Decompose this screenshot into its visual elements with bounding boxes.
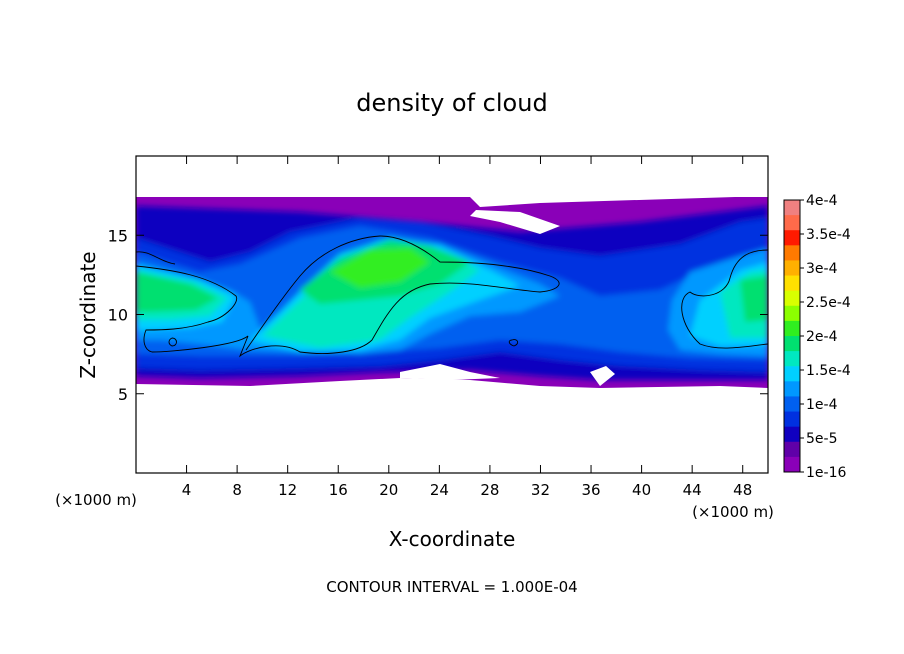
cloud-layer-green — [136, 240, 768, 322]
x-tick-label: 36 — [581, 481, 600, 499]
x-tick-label: 8 — [232, 481, 242, 499]
colorbar-label: 4e-4 — [806, 193, 838, 209]
colorbar-swatch — [784, 441, 800, 458]
x-axis-ticks: 4 8 12 16 20 24 28 32 36 40 44 48 — [182, 156, 752, 499]
colorbar-swatch — [784, 260, 800, 277]
colorbar-swatch — [784, 245, 800, 261]
colorbar-swatch — [784, 351, 800, 367]
colorbar-swatch — [784, 381, 800, 397]
clear-hole-3 — [590, 366, 615, 386]
y-tick-label: 10 — [108, 306, 128, 325]
colorbar-swatch — [784, 215, 800, 231]
colorbar-swatch — [784, 411, 800, 428]
x-tick-label: 48 — [733, 481, 752, 499]
x-tick-label: 4 — [182, 481, 192, 499]
x-tick-label: 44 — [683, 481, 702, 499]
x-tick-label: 20 — [379, 481, 398, 499]
y-tick-label: 5 — [118, 385, 128, 404]
colorbar-swatch — [784, 290, 800, 307]
clear-top — [136, 157, 768, 197]
cloud-layer-aqua — [136, 244, 768, 348]
x-tick-label: 28 — [480, 481, 499, 499]
colorbar-label: 2e-4 — [806, 329, 838, 345]
colorbar: 4e-4 3.5e-4 3e-4 2.5e-4 2e-4 1.5e-4 1e-4 5e-5 1e… — [783, 193, 851, 481]
clear-bottom — [136, 388, 768, 473]
colorbar-label: 1e-4 — [806, 397, 838, 413]
colorbar-swatch — [784, 275, 800, 292]
x-axis-label: X-coordinate — [389, 527, 516, 551]
x-tick-label: 32 — [531, 481, 550, 499]
x-tick-label: 16 — [329, 481, 348, 499]
contour-interval-note: CONTOUR INTERVAL = 1.000E-04 — [326, 578, 577, 596]
colorbar-label: 5e-5 — [806, 431, 837, 447]
colorbar-swatch — [784, 305, 800, 322]
colorbar-swatch — [784, 200, 800, 216]
x-tick-label: 40 — [632, 481, 651, 499]
clear-hole-1 — [470, 210, 560, 234]
colorbar-label: 1e-16 — [806, 465, 846, 481]
cloud-field — [136, 157, 768, 473]
x-tick-label: 24 — [430, 481, 449, 499]
colorbar-swatch — [784, 230, 800, 246]
clear-hole-2 — [400, 364, 500, 380]
colorbar-label: 1.5e-4 — [806, 363, 851, 379]
contour-line-1e-4 — [136, 235, 768, 358]
y-axis-ticks: 5 10 15 — [108, 226, 768, 404]
y-axis-label: Z-coordinate — [76, 251, 100, 378]
colorbar-swatch — [784, 366, 800, 382]
colorbar-swatch — [784, 320, 800, 337]
colorbar-label: 2.5e-4 — [806, 295, 851, 311]
x-unit-right: (×1000 m) — [692, 503, 774, 521]
x-tick-label: 12 — [278, 481, 297, 499]
colorbar-swatch — [784, 336, 800, 352]
colorbar-label: 3.5e-4 — [806, 227, 851, 243]
colorbar-swatch — [784, 456, 800, 473]
chart-title: density of cloud — [356, 89, 547, 117]
cloud-core-green — [330, 248, 430, 288]
y-tick-label: 15 — [108, 226, 128, 245]
colorbar-label: 3e-4 — [806, 261, 838, 277]
x-unit-left: (×1000 m) — [55, 491, 137, 509]
colorbar-swatch — [784, 396, 800, 413]
plot-area — [136, 156, 768, 473]
colorbar-swatch — [784, 426, 800, 443]
